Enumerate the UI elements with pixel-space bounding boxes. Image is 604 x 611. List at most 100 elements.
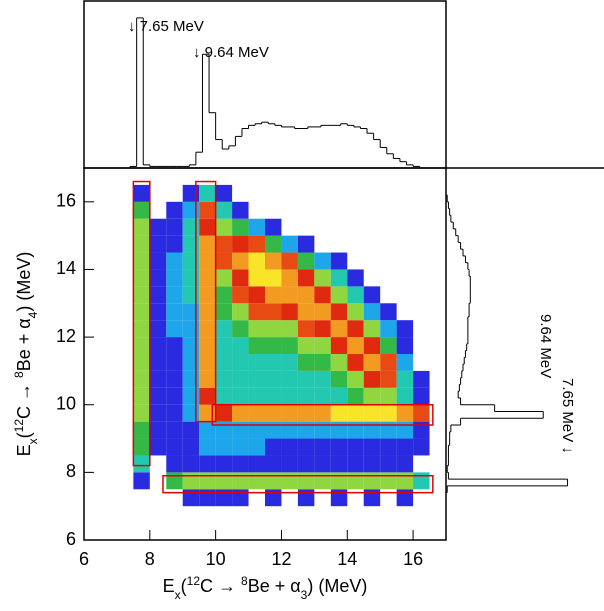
heatmap-cell <box>413 421 430 439</box>
heatmap-cell <box>182 438 200 456</box>
heatmap-cell <box>215 489 233 507</box>
heatmap-cell <box>248 370 265 388</box>
heatmap-cell <box>232 489 249 507</box>
heatmap-cell <box>265 472 282 490</box>
heatmap-cell <box>133 218 150 236</box>
heatmap-cell <box>232 218 249 236</box>
gate-box <box>132 180 151 467</box>
heatmap-cell <box>199 269 216 287</box>
heatmap-cell <box>413 387 430 405</box>
heatmap-cell <box>297 269 315 287</box>
heatmap-cell <box>133 404 150 422</box>
heatmap-cell <box>330 438 348 456</box>
heatmap-cell <box>117 371 133 388</box>
heatmap-cell <box>215 438 233 456</box>
heatmap-cell <box>149 438 167 456</box>
heatmap-cell <box>297 472 315 490</box>
heatmap-cell <box>182 370 200 388</box>
heatmap-cell <box>281 404 298 422</box>
heatmap-cell <box>330 320 348 338</box>
heatmap-cell <box>413 219 429 236</box>
heatmap-cell <box>314 370 331 388</box>
heatmap-cell <box>166 421 183 439</box>
heatmap-cell <box>249 202 265 219</box>
heatmap-cell <box>265 218 282 236</box>
heatmap-cell <box>199 489 216 507</box>
heatmap-cell <box>347 421 364 439</box>
heatmap-cell <box>363 421 381 439</box>
heatmap-cell <box>413 438 430 456</box>
heatmap-cell <box>363 489 381 507</box>
heatmap-cell <box>314 286 331 304</box>
heatmap-cell <box>380 320 397 338</box>
heatmap-cell <box>413 354 429 371</box>
main-panel-frame <box>83 167 447 541</box>
heatmap-cell <box>347 489 363 506</box>
heatmap-cell <box>265 303 282 321</box>
heatmap-cell <box>182 218 200 236</box>
heatmap-cell <box>297 370 315 388</box>
heatmap-cell <box>363 455 381 473</box>
y-tick-label: 10 <box>56 393 76 413</box>
heatmap-cell <box>281 252 298 270</box>
heatmap-cell <box>182 252 200 270</box>
heatmap-cell <box>149 404 167 422</box>
heatmap-cell <box>413 489 429 506</box>
heatmap-cell <box>182 235 200 253</box>
heatmap-cell <box>248 387 265 405</box>
label-part: Be + α <box>248 576 301 596</box>
heatmap-cell <box>232 235 249 253</box>
heatmap-cell <box>265 438 282 456</box>
heatmap-cell <box>215 387 233 405</box>
heatmap-cell <box>314 354 331 371</box>
heatmap-cell <box>166 252 183 270</box>
heatmap-cell <box>396 455 414 473</box>
heatmap-cell <box>297 455 315 473</box>
heatmap-cell <box>265 185 281 202</box>
heatmap-cell <box>199 201 216 219</box>
annotation: 7.65 MeV ↓ <box>559 378 576 454</box>
heatmap-cell <box>232 201 249 219</box>
heatmap-cell <box>248 455 265 473</box>
heatmap-cell <box>215 404 233 422</box>
heatmap-cell <box>363 320 381 338</box>
heatmap-cell <box>347 269 364 287</box>
heatmap-cell <box>297 354 315 371</box>
heatmap-cell <box>199 184 216 202</box>
heatmap-cell <box>215 286 233 304</box>
heatmap-cell <box>232 404 249 422</box>
heatmap-cell <box>297 252 315 270</box>
heatmap-cell <box>363 303 381 321</box>
heatmap-cell <box>117 303 133 320</box>
heatmap-cell <box>396 421 414 439</box>
heatmap-cell <box>314 387 331 405</box>
heatmap-cell <box>363 370 381 388</box>
heatmap-cell <box>117 185 133 202</box>
heatmap-cell <box>396 438 414 456</box>
heatmap-cell <box>133 320 150 338</box>
heatmap-cell <box>199 337 216 354</box>
heatmap-cell <box>166 218 183 236</box>
heatmap-cell <box>199 354 216 371</box>
heatmap-cell <box>232 455 249 473</box>
heatmap-cell <box>281 269 298 287</box>
heatmap-cell <box>150 185 166 202</box>
heatmap-cell <box>380 455 397 473</box>
heatmap-cell <box>117 472 133 489</box>
heatmap-cell <box>314 219 330 236</box>
heatmap-cell <box>363 438 381 456</box>
heatmap-cell <box>347 387 364 405</box>
heatmap-cell <box>297 303 315 321</box>
heatmap-cell <box>330 252 348 270</box>
label-part: x <box>26 438 40 444</box>
heatmap-cell <box>347 472 364 490</box>
heatmap-cell <box>265 269 282 287</box>
heatmap-cell <box>364 236 380 253</box>
heatmap-cell <box>413 202 429 219</box>
heatmap-cell <box>397 269 413 286</box>
heatmap-cell <box>133 354 150 371</box>
heatmap-cell <box>347 320 364 338</box>
heatmap-cell <box>117 388 133 405</box>
heatmap-cell <box>166 354 183 371</box>
